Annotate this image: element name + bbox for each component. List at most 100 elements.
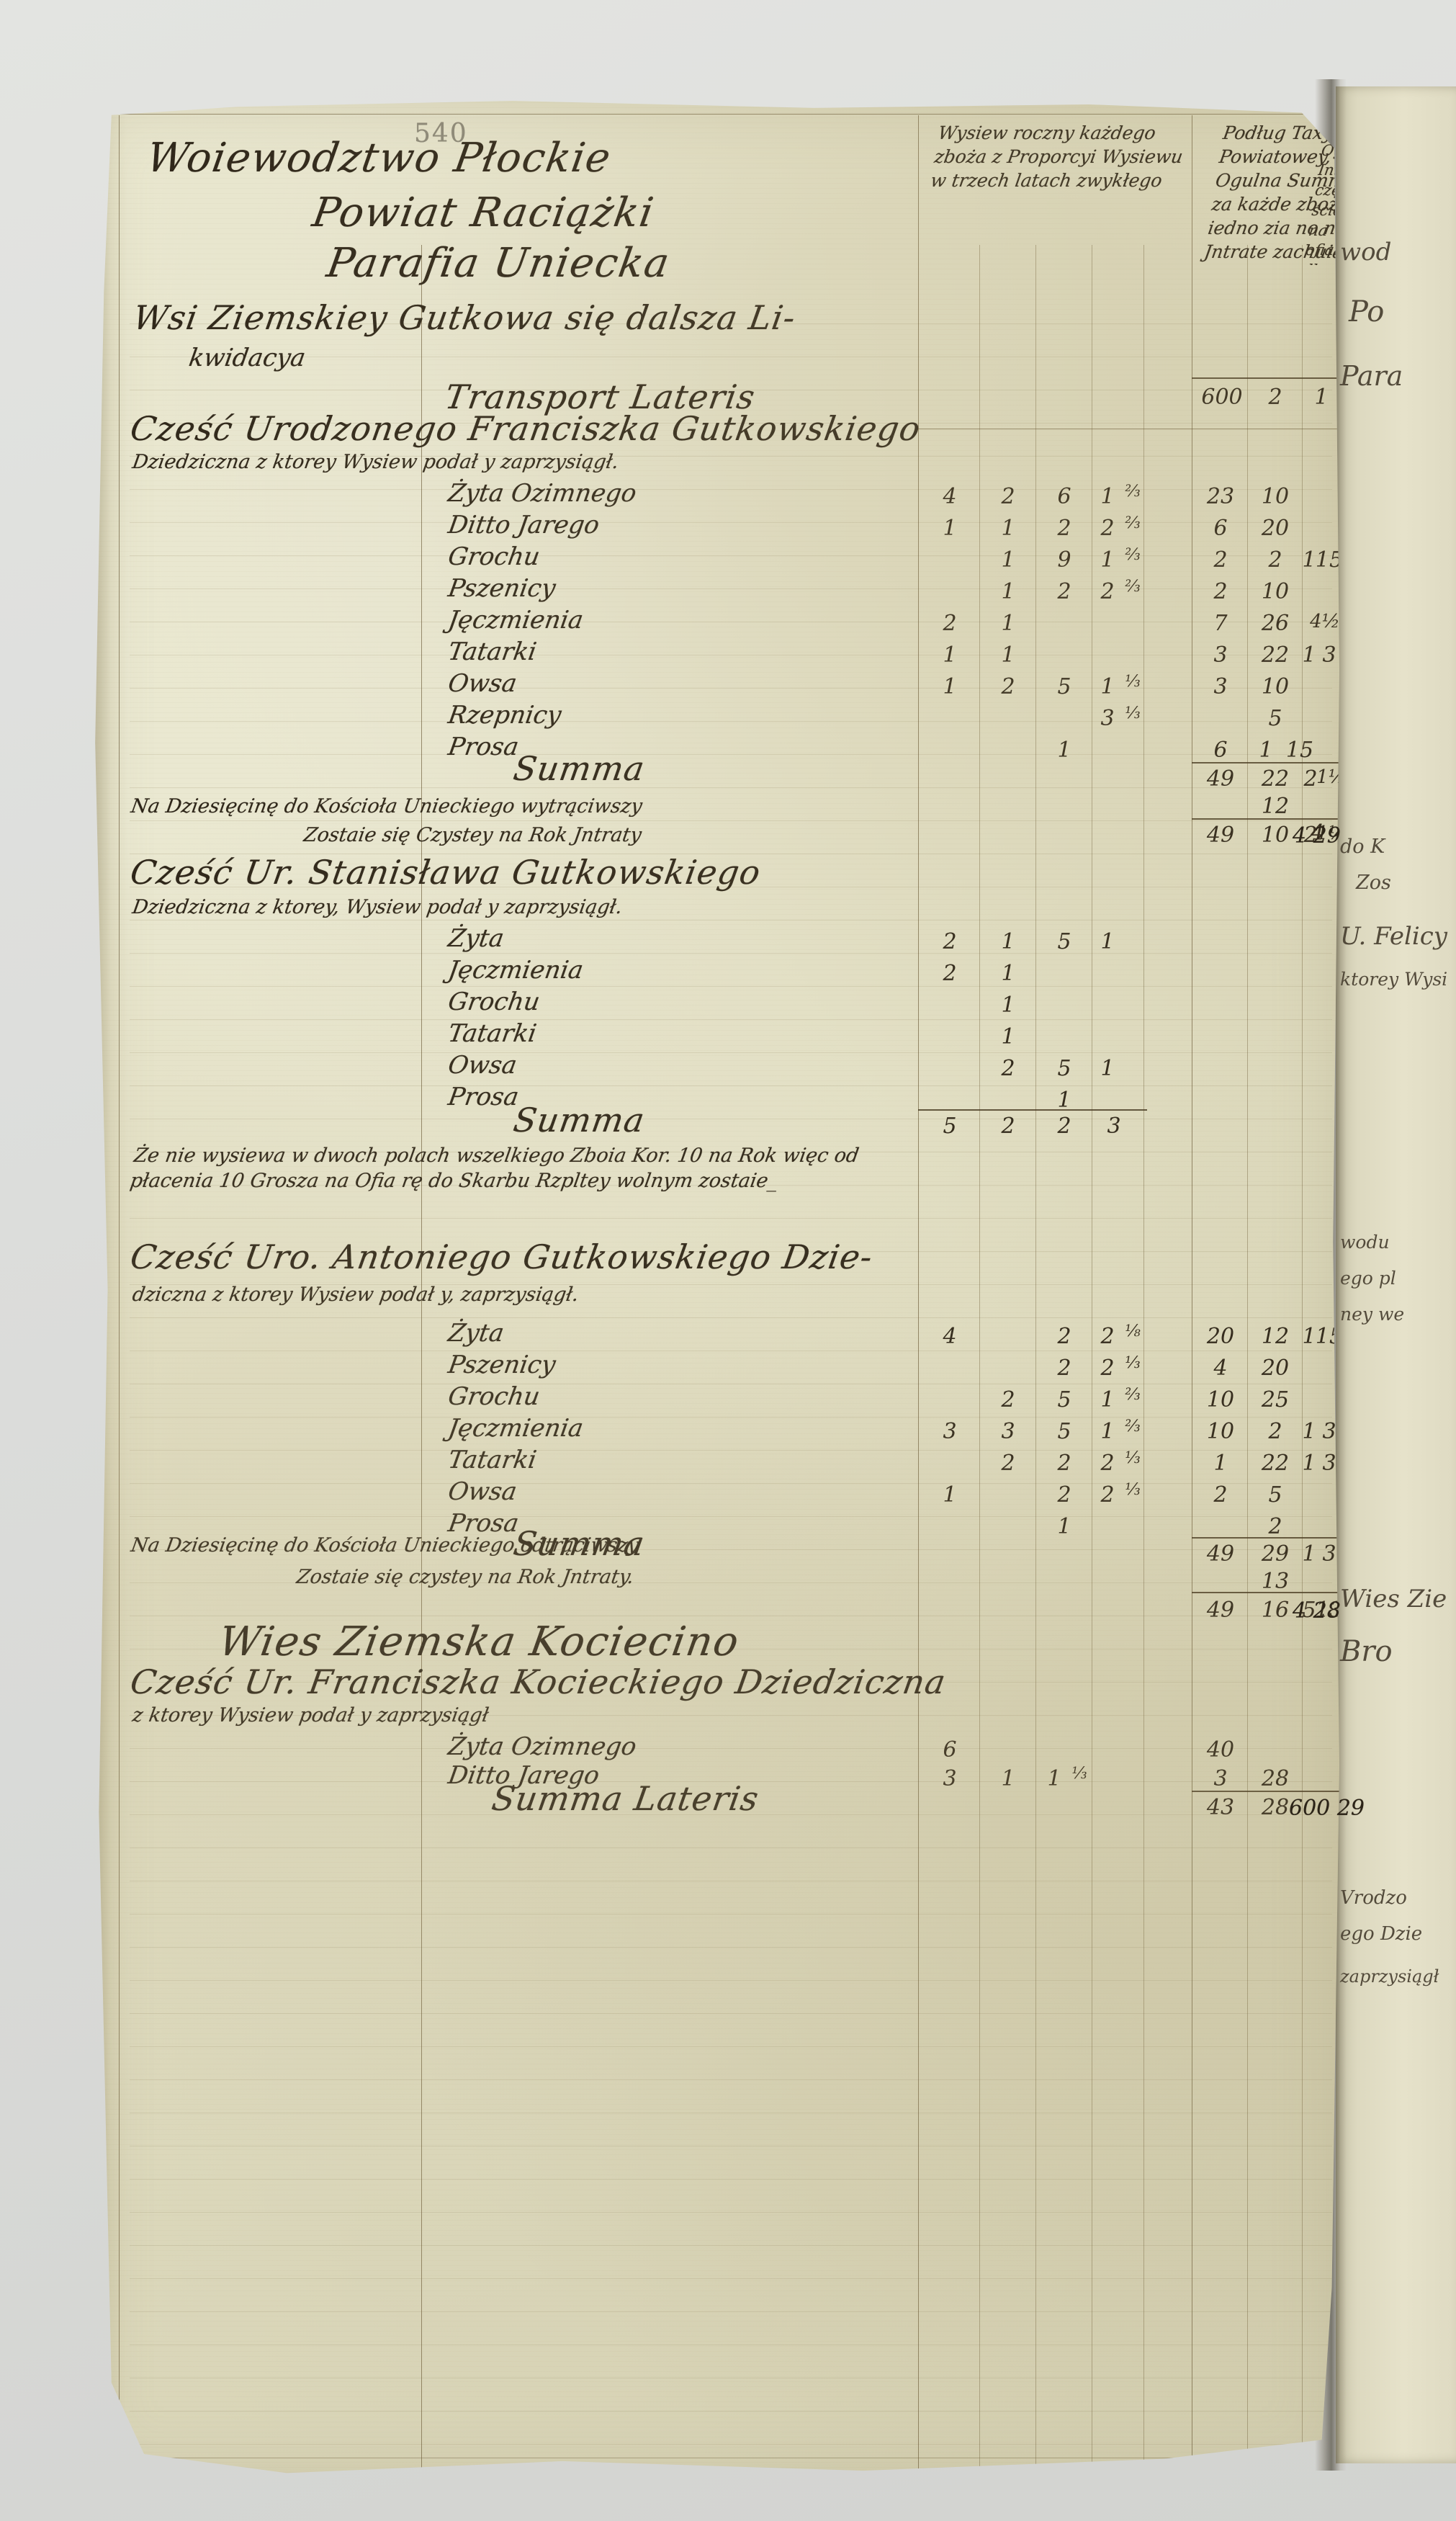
cell: 2	[1057, 579, 1071, 604]
cell: 3	[1322, 1419, 1336, 1444]
cell: 49	[1206, 1598, 1235, 1623]
cell: 1	[1100, 674, 1115, 699]
cell: 16	[1261, 1598, 1290, 1623]
cell: 1	[1057, 1514, 1071, 1539]
rule-deduct-1	[1192, 818, 1339, 820]
row-label: Owsa	[446, 1051, 519, 1080]
cell: 2	[1001, 674, 1015, 699]
cell: 2	[1100, 1451, 1115, 1476]
cell: 2	[1268, 1514, 1282, 1539]
facing-frag-14: zaprzysiągł	[1340, 1966, 1439, 1987]
cell: 2	[1001, 1056, 1015, 1081]
cell: 49	[1206, 766, 1235, 792]
cell: 1	[1001, 579, 1015, 604]
row-label: Grochu	[446, 988, 542, 1016]
cell: 1	[1302, 1541, 1316, 1567]
facing-frag-0: wod	[1340, 238, 1392, 267]
row-label: Żyta	[446, 924, 506, 953]
ruling-guides	[130, 317, 1332, 2473]
facing-frag-1: Po	[1349, 295, 1385, 328]
rule-wysiew-2	[1035, 245, 1036, 2471]
cell: 3	[943, 1766, 957, 1791]
section-4-village-title: Wies Ziemska Kociecino	[215, 1618, 743, 1665]
cell: 2	[1100, 516, 1115, 541]
section-4-title: Cześć Ur. Franciszka Kocieckiego Dziedzi…	[127, 1662, 949, 1701]
cell: 2	[1057, 1356, 1071, 1381]
cell: 5	[1302, 1598, 1316, 1623]
cell: 1	[1001, 961, 1015, 986]
cell-frac: ⅔	[1125, 514, 1141, 532]
row-label: Tatarki	[446, 1446, 539, 1474]
row-label: Ditto Jarego	[446, 511, 602, 539]
row-label: Tatarki	[446, 1019, 539, 1048]
facing-frag-4: Zos	[1356, 872, 1391, 894]
cell: 2	[1303, 766, 1318, 792]
cell: 7	[1213, 611, 1228, 636]
heading-parish: Parafia Uniecka	[323, 240, 674, 287]
cell: 1	[1001, 516, 1015, 541]
cell: 4	[943, 484, 957, 509]
cell: 3	[1001, 1419, 1015, 1444]
cell: 1	[1001, 642, 1015, 668]
cell: 3	[1322, 642, 1336, 668]
rule-summa-3	[1192, 1537, 1339, 1539]
row-label: Pszenicy	[446, 1351, 558, 1379]
section-1-deduction-note: Na Dziesięcinę do Kościoła Unieckiego wy…	[129, 795, 644, 818]
row-label: Żyta Ozimnego	[446, 479, 639, 508]
heading-district: Powiat Raciążki	[309, 189, 658, 236]
cell: 49	[1206, 1541, 1235, 1567]
cell: 20	[1261, 516, 1290, 541]
cell: 20	[1261, 1356, 1290, 1381]
cell: 1	[1001, 1024, 1015, 1049]
cell-frac: ⅓	[1125, 1354, 1141, 1372]
facing-frag-2: Para	[1340, 360, 1403, 392]
cell: 1	[1057, 1088, 1071, 1113]
row-label: Owsa	[446, 669, 519, 698]
cell: 2	[1057, 1324, 1071, 1349]
ofiara-value-section-3: 4 28	[1293, 1598, 1341, 1624]
row-label: Pszenicy	[446, 574, 558, 603]
heading-voivodeship: Woiewodztwo Płockie	[143, 135, 615, 182]
rule-taxa-1	[1247, 245, 1248, 2471]
rule-top	[119, 114, 1339, 115]
cell: 22	[1261, 1451, 1290, 1476]
cell: 2	[1001, 1451, 1015, 1476]
cell: 28	[1261, 1795, 1290, 1820]
cell: 1	[1302, 1451, 1316, 1476]
cell: 10	[1261, 823, 1290, 848]
cell: 10	[1261, 674, 1290, 699]
facing-frag-5: U. Felicy	[1340, 922, 1447, 951]
cell: 2	[943, 961, 957, 986]
rule-summa-2	[918, 1109, 1147, 1111]
cell: 2	[943, 611, 957, 636]
cell: 20	[1206, 1324, 1235, 1349]
cell: 5	[1057, 1056, 1071, 1081]
cell: 1	[1100, 1056, 1115, 1081]
cell: 12	[1261, 794, 1290, 819]
cell: 15	[1285, 738, 1314, 763]
facing-frag-13: ego Dzie	[1340, 1923, 1423, 1945]
cell: 3	[943, 1419, 957, 1444]
cell: 3	[1213, 1766, 1228, 1791]
cell: 2	[1001, 1387, 1015, 1412]
cell-frac: ⅔	[1125, 578, 1141, 596]
cell: 1	[1001, 611, 1015, 636]
cell: 10	[1206, 1387, 1235, 1412]
cell: 49	[1206, 823, 1235, 848]
cell: 2	[1100, 1482, 1115, 1508]
cell-frac: ⅛	[1125, 1322, 1141, 1340]
row-label: Jęczmienia	[446, 606, 585, 635]
facing-frag-8: ego pl	[1340, 1268, 1396, 1289]
cell: 2	[1213, 579, 1228, 604]
section-2-subtitle: Dziedziczna z ktorey, Wysiew podał y zap…	[130, 896, 624, 918]
cell: 1	[1001, 1766, 1015, 1791]
cell: 1	[943, 1482, 957, 1508]
cell: 1	[1213, 1451, 1228, 1476]
cell: 22	[1261, 766, 1290, 792]
facing-frag-3: do K	[1340, 836, 1385, 858]
cell: 9	[1057, 547, 1071, 573]
cell: 1	[943, 674, 957, 699]
cell: 6	[1213, 516, 1228, 541]
cell: 3	[1213, 674, 1228, 699]
cell: 1	[1302, 547, 1316, 573]
